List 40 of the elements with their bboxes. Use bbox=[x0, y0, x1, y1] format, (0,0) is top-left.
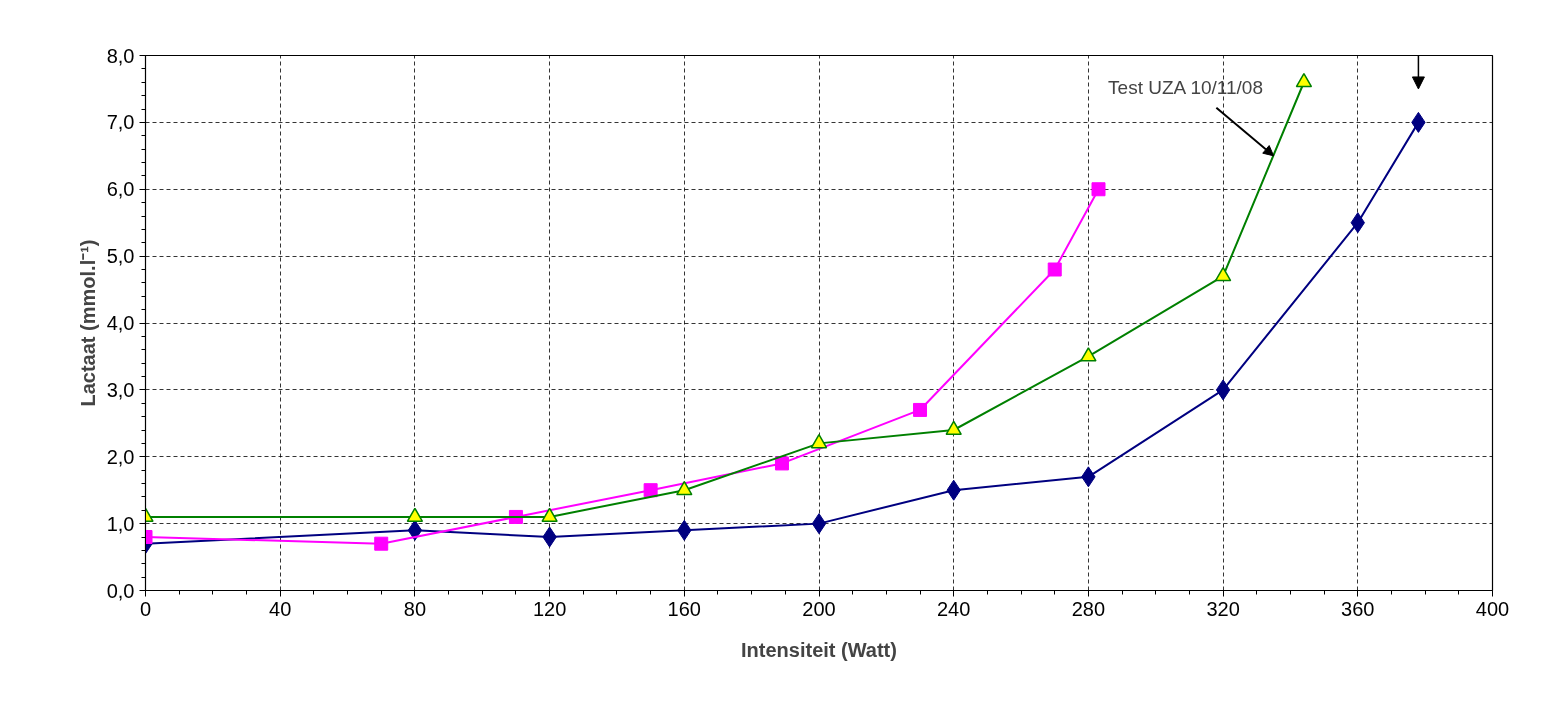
point bbox=[1091, 182, 1106, 197]
x-tick-label: 360 bbox=[1341, 597, 1375, 620]
point bbox=[810, 433, 828, 449]
x-tick-label: 200 bbox=[802, 597, 836, 620]
x-tick-label: 160 bbox=[667, 597, 701, 620]
y-tick-label: 5,0 bbox=[106, 245, 135, 268]
point bbox=[811, 513, 827, 535]
x-tick-label: 120 bbox=[532, 597, 567, 620]
x-tick-label: 280 bbox=[1071, 597, 1106, 620]
x-tick-label: 240 bbox=[937, 597, 971, 620]
x-tick-label: 80 bbox=[403, 597, 427, 620]
x-tick-label: 0 bbox=[139, 597, 152, 620]
point bbox=[407, 519, 423, 541]
point bbox=[1080, 347, 1097, 362]
point bbox=[541, 507, 558, 523]
x-tick-label: 400 bbox=[1475, 597, 1510, 620]
y-tick-label: 8,0 bbox=[106, 44, 135, 67]
y-tick-label: 1,0 bbox=[106, 512, 135, 535]
point bbox=[1215, 379, 1231, 401]
point bbox=[643, 483, 658, 498]
y-tick-label: 3,0 bbox=[106, 378, 135, 401]
y-tick-label: 7,0 bbox=[106, 111, 135, 134]
point bbox=[406, 507, 424, 523]
point bbox=[913, 402, 928, 417]
y-axis-title: Lactaat (mmol.l⁻¹) bbox=[76, 239, 99, 407]
y-tick-label: 0,0 bbox=[106, 579, 135, 602]
point bbox=[1214, 266, 1232, 282]
point bbox=[945, 420, 962, 436]
x-tick-label: 40 bbox=[269, 597, 292, 620]
point bbox=[1295, 72, 1313, 88]
point bbox=[1047, 262, 1062, 277]
x-axis-title: Intensiteit (Watt) bbox=[741, 638, 897, 661]
y-tick-label: 2,0 bbox=[106, 445, 135, 468]
point bbox=[774, 456, 789, 471]
point bbox=[676, 480, 693, 496]
annotation: Test UZA 10/11/08 bbox=[1108, 77, 1263, 99]
y-tick-label: 4,0 bbox=[106, 312, 135, 334]
point bbox=[374, 536, 389, 551]
y-tick-label: 6,0 bbox=[106, 178, 135, 201]
x-tick-label: 320 bbox=[1206, 597, 1240, 620]
